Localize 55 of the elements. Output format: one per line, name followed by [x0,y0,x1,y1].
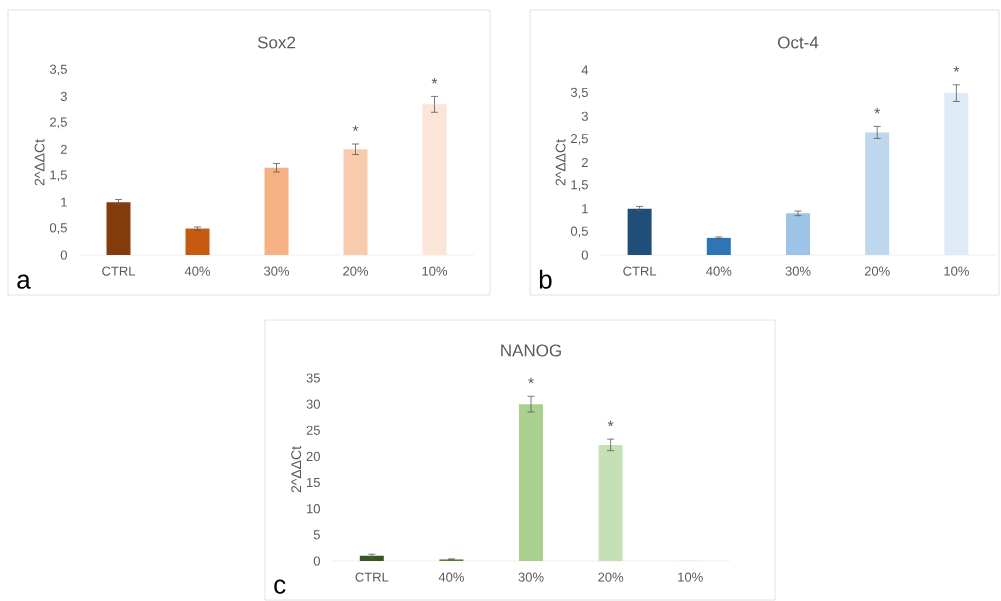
y-tick-label: 2 [581,157,588,168]
y-tick-label: 2,5 [571,133,588,145]
y-tick-label: 3,5 [570,87,588,99]
x-tick-label: 20% [343,266,369,276]
x-tick-label: 30% [264,266,290,276]
y-tick-label: 25 [306,425,320,435]
y-axis-title: 2^ΔΔCt [291,446,302,493]
annotation: * [352,125,359,132]
chart-title: Oct-4 [778,36,819,49]
y-tick-label: 35 [306,373,320,383]
y-tick-label: 4 [581,65,589,75]
y-tick-label: 3 [60,91,67,102]
y-tick-label: 1 [582,204,588,214]
x-tick-label: 40% [706,266,732,276]
x-tick-label: CTRL [102,266,136,276]
y-tick-label: 0,5 [570,226,588,238]
text: b [539,269,552,289]
x-tick-label: 20% [864,266,890,276]
y-tick-label: 3,5 [49,64,67,76]
y-tick-label: 20 [306,451,320,462]
y-tick-label: 30 [306,399,320,409]
x-tick-label: CTRL [623,266,657,276]
y-tick-label: 15 [307,478,320,488]
y-tick-label: 0 [581,250,588,260]
x-tick-label: 10% [944,266,969,276]
annotation: * [431,77,438,84]
y-tick-label: 10 [307,504,320,514]
annotation: * [607,420,614,427]
y-axis-title: 2^ΔΔCt [555,139,566,186]
x-tick-label: 10% [422,266,448,276]
y-tick-label: 1 [61,197,67,207]
y-tick-label: 2 [60,144,67,154]
x-tick-label: 10% [678,572,703,582]
y-tick-label: 0 [60,250,67,260]
x-tick-label: 40% [184,266,211,276]
x-tick-label: 20% [598,572,624,582]
x-tick-label: 40% [438,572,464,582]
chart-title: NANOG [501,344,561,357]
x-tick-label: CTRL [355,572,389,582]
text: a [17,274,31,289]
y-tick-label: 1,5 [571,180,588,191]
x-tick-label: 30% [518,572,544,582]
text: c [274,579,286,594]
chart-title: Sox2 [257,36,296,49]
y-tick-label: 0 [313,556,320,566]
x-tick-label: 30% [785,266,811,276]
annotation: * [528,377,534,384]
y-tick-label: 0,5 [49,223,67,234]
y-tick-label: 1,5 [50,170,67,182]
annotation: * [874,107,881,114]
y-tick-label: 5 [313,530,320,540]
y-tick-label: 2,5 [50,117,67,129]
y-axis-title: 2^ΔΔCt [34,139,45,186]
annotation: * [953,66,960,72]
y-tick-label: 3 [581,111,588,121]
